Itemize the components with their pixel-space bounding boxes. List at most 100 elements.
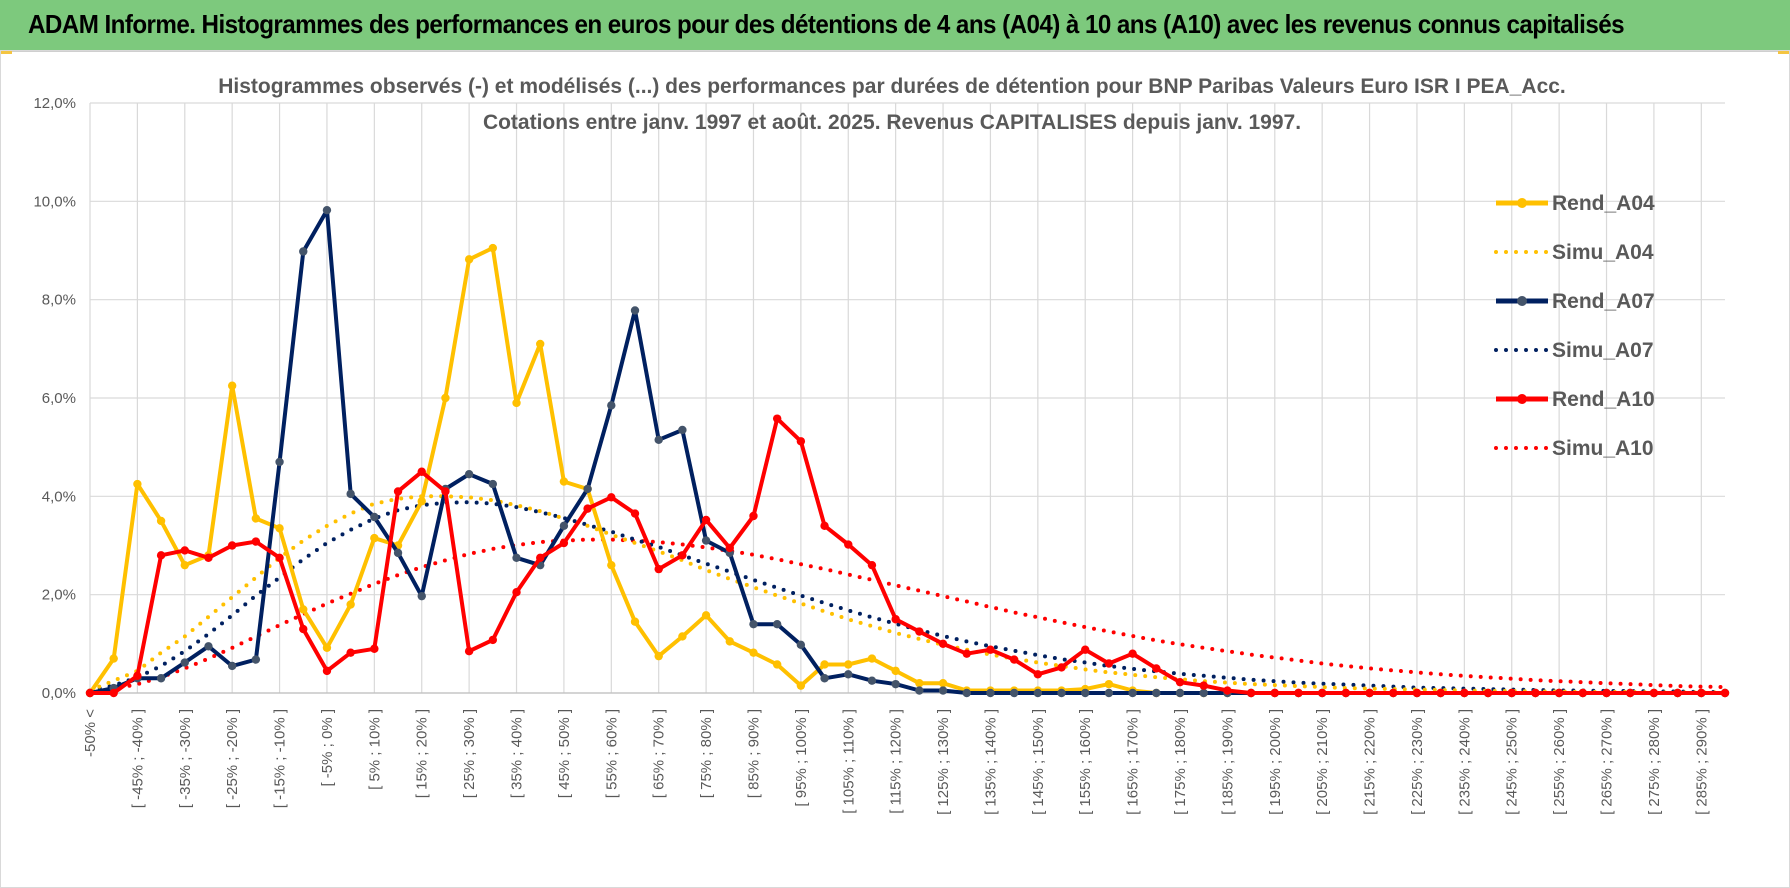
data-point-rend-a07 — [204, 642, 213, 651]
data-point-rend-a10 — [1294, 688, 1303, 698]
x-tick-label: [ 235% ; 240% ] — [1456, 709, 1473, 815]
data-point-rend-a10 — [962, 649, 971, 658]
x-tick-label: [ -5% ; 0% ] — [319, 709, 336, 787]
data-point-rend-a10 — [772, 414, 782, 423]
x-tick-label: [ -45% ; -40% ] — [129, 709, 146, 808]
legend-item-rend-a07: Rend_A07 — [1496, 290, 1655, 313]
data-point-rend-a10 — [393, 487, 403, 496]
chart-grid — [89, 102, 1725, 694]
data-point-rend-a10 — [986, 645, 995, 654]
data-point-rend-a10 — [867, 560, 877, 570]
data-point-rend-a10 — [796, 437, 806, 446]
data-point-rend-a04 — [299, 605, 308, 614]
data-point-rend-a10 — [1009, 655, 1019, 664]
data-point-rend-a07 — [417, 591, 426, 601]
data-point-rend-a07 — [559, 521, 569, 531]
data-point-rend-a10 — [1175, 677, 1185, 687]
data-point-rend-a04 — [891, 666, 900, 676]
data-point-rend-a10 — [1436, 688, 1445, 698]
x-tick-label: [ 225% ; 230% ] — [1409, 709, 1426, 815]
data-point-rend-a04 — [749, 648, 758, 657]
data-point-rend-a07 — [915, 686, 924, 695]
x-tick-label: [ 185% ; 190% ] — [1219, 709, 1236, 815]
chart-title: Histogrammes observés (-) et modélisés (… — [218, 75, 1566, 98]
data-point-rend-a07 — [844, 670, 853, 679]
data-point-rend-a04 — [1104, 679, 1114, 689]
data-point-rend-a10 — [1033, 670, 1043, 679]
data-point-rend-a10 — [1483, 688, 1493, 698]
data-point-rend-a04 — [275, 524, 284, 533]
data-point-rend-a10 — [536, 553, 545, 562]
data-point-rend-a07 — [275, 457, 284, 467]
data-point-rend-a04 — [559, 477, 569, 486]
data-point-rend-a10 — [346, 648, 355, 657]
legend-marker — [1517, 198, 1527, 208]
data-point-rend-a10 — [1104, 659, 1114, 668]
data-point-rend-a10 — [1057, 663, 1066, 672]
legend-item-simu-a10: Simu_A10 — [1494, 437, 1654, 460]
series-line-simu-a10 — [88, 537, 1727, 694]
data-point-rend-a07 — [322, 205, 332, 215]
data-point-rend-a07 — [1009, 688, 1019, 698]
x-tick-label: -50% < — [82, 709, 99, 757]
data-point-rend-a10 — [251, 537, 261, 546]
data-point-rend-a10 — [299, 624, 308, 634]
x-tick-label: [ 255% ; 260% ] — [1551, 709, 1568, 815]
data-point-rend-a10 — [1246, 688, 1256, 698]
data-point-rend-a04 — [938, 678, 948, 688]
data-point-rend-a07 — [938, 686, 948, 695]
x-tick-label: [ 275% ; 280% ] — [1646, 709, 1663, 815]
x-tick-label: [ 215% ; 220% ] — [1362, 709, 1379, 815]
y-tick-label: 12,0% — [33, 95, 76, 112]
data-point-rend-a04 — [180, 560, 189, 570]
data-point-rend-a04 — [370, 533, 379, 543]
data-point-rend-a07 — [370, 512, 379, 522]
data-point-rend-a10 — [1649, 688, 1659, 698]
data-point-rend-a04 — [772, 660, 782, 669]
x-tick-label: [ 165% ; 170% ] — [1125, 709, 1142, 815]
data-point-rend-a04 — [820, 660, 829, 669]
data-point-rend-a10 — [1365, 688, 1374, 698]
data-point-rend-a10 — [1602, 688, 1611, 698]
report-banner: ADAM Informe. Histogrammes des performan… — [0, 0, 1790, 52]
data-point-rend-a04 — [464, 255, 474, 264]
data-point-rend-a04 — [630, 617, 640, 626]
data-point-rend-a10 — [1697, 688, 1706, 698]
data-point-rend-a07 — [227, 661, 237, 671]
data-point-rend-a10 — [654, 564, 663, 574]
y-tick-label: 8,0% — [42, 292, 76, 309]
data-point-rend-a10 — [1626, 688, 1635, 698]
data-point-rend-a10 — [749, 511, 758, 521]
series-line-simu-a04 — [88, 494, 1727, 695]
x-tick-label: [ -25% ; -20% ] — [224, 709, 241, 808]
x-tick-label: [ 175% ; 180% ] — [1172, 709, 1189, 815]
x-tick-label: [ 115% ; 120% ] — [888, 709, 905, 814]
legend-label: Rend_A10 — [1552, 388, 1655, 411]
data-point-rend-a07 — [1104, 688, 1114, 698]
legend-item-rend-a04: Rend_A04 — [1496, 192, 1655, 215]
data-point-rend-a04 — [607, 560, 616, 570]
x-axis-ticks: -50% < [ -45% ; -40% ] [ -35% ; -30% ] [ -2… — [82, 709, 1710, 815]
data-point-rend-a10 — [133, 671, 142, 680]
data-point-rend-a04 — [536, 339, 545, 349]
x-tick-label: [ 125% ; 130% ] — [935, 709, 952, 815]
data-point-rend-a10 — [204, 553, 213, 562]
data-point-rend-a10 — [891, 615, 900, 624]
data-point-rend-a07 — [346, 489, 355, 499]
data-point-rend-a10 — [1223, 686, 1232, 695]
x-tick-label: [ -15% ; -10% ] — [272, 709, 289, 808]
data-point-rend-a04 — [322, 643, 332, 652]
data-point-rend-a10 — [583, 504, 592, 513]
data-point-rend-a04 — [441, 393, 450, 403]
data-point-rend-a04 — [156, 516, 166, 526]
data-point-rend-a07 — [630, 306, 640, 315]
y-tick-label: 2,0% — [42, 587, 76, 604]
data-point-rend-a07 — [583, 484, 592, 494]
data-point-rend-a10 — [180, 546, 189, 555]
data-point-rend-a10 — [488, 635, 498, 645]
data-point-rend-a10 — [607, 493, 616, 502]
data-point-rend-a07 — [749, 619, 758, 629]
data-point-rend-a10 — [630, 509, 640, 518]
data-point-rend-a04 — [417, 497, 426, 506]
data-point-rend-a10 — [85, 688, 95, 698]
